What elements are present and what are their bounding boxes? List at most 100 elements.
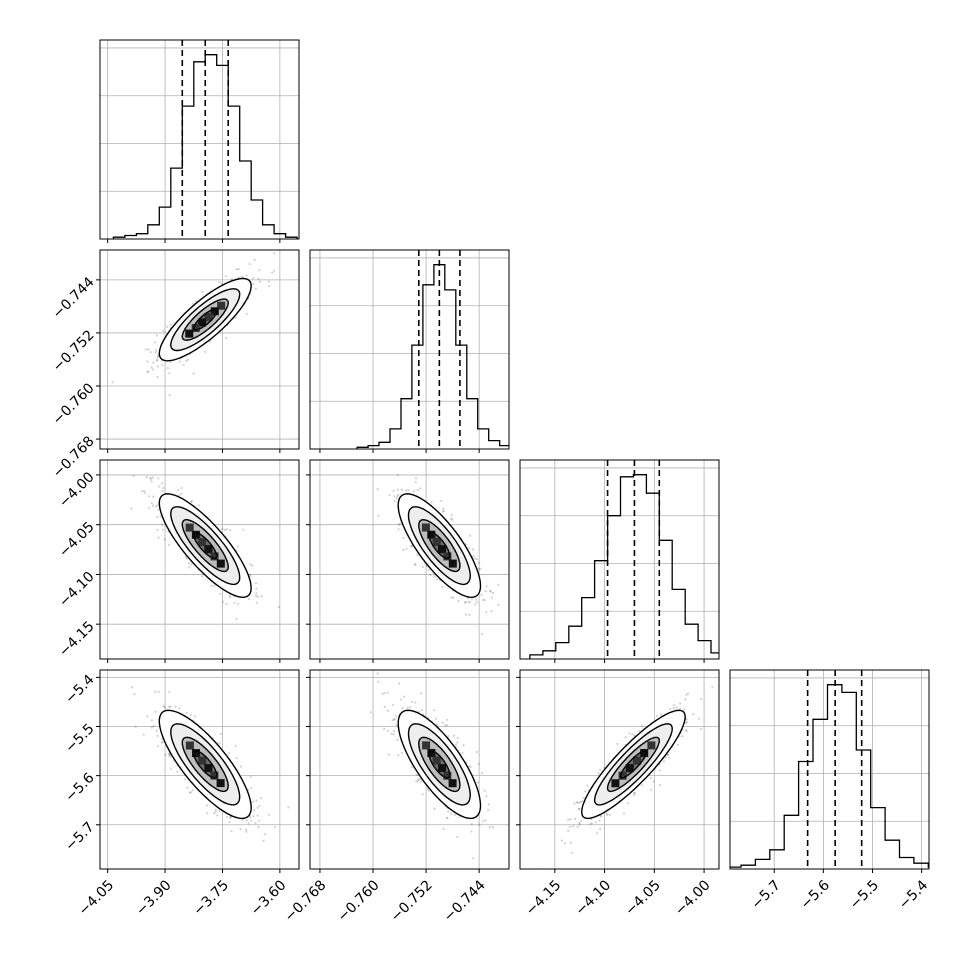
- scatter-point: [369, 711, 372, 714]
- scatter-point: [633, 792, 636, 795]
- scatter-point: [149, 476, 152, 479]
- scatter-point: [212, 812, 216, 815]
- scatter-point: [390, 732, 393, 735]
- scatter-point: [180, 486, 183, 490]
- scatter-point: [166, 325, 169, 328]
- scatter-point: [392, 489, 395, 492]
- scatter-point: [456, 736, 459, 739]
- scatter-point: [576, 825, 579, 829]
- scatter-point: [180, 492, 183, 495]
- scatter-point: [147, 506, 150, 509]
- scatter-point: [577, 807, 581, 811]
- scatter-point: [631, 733, 634, 736]
- scatter-point: [497, 603, 500, 607]
- panel-3-0: [96, 669, 300, 873]
- scatter-point: [166, 367, 169, 370]
- scatter-point: [381, 692, 384, 695]
- scatter-point: [254, 582, 258, 585]
- scatter-point: [484, 590, 487, 593]
- scatter-point: [386, 730, 389, 733]
- contour-line: [428, 531, 451, 560]
- scatter-point: [245, 828, 248, 832]
- scatter-point: [395, 724, 398, 727]
- scatter-point: [130, 686, 133, 689]
- scatter-point: [237, 602, 240, 605]
- scatter-point: [158, 485, 161, 488]
- scatter-point: [445, 816, 448, 819]
- scatter-point: [442, 507, 445, 510]
- scatter-point: [445, 718, 449, 721]
- scatter-point: [456, 835, 459, 839]
- scatter-point: [477, 763, 480, 766]
- scatter-point: [584, 790, 587, 793]
- scatter-point: [413, 562, 417, 566]
- scatter-point: [205, 804, 209, 807]
- scatter-point: [638, 729, 641, 733]
- scatter-point: [169, 323, 172, 326]
- scatter-point: [253, 258, 256, 261]
- x-tick-label: −0.744: [441, 877, 489, 925]
- scatter-point: [392, 729, 395, 733]
- scatter-point: [480, 593, 483, 597]
- scatter-point: [235, 617, 238, 621]
- y-tick-label: −5.4: [62, 672, 97, 707]
- scatter-point: [164, 753, 167, 757]
- scatter-point: [142, 733, 145, 736]
- scatter-point: [156, 516, 159, 519]
- density-cell: [427, 749, 436, 757]
- y-tick-label: −5.5: [62, 721, 97, 756]
- scatter-point: [475, 557, 478, 561]
- scatter-point: [220, 732, 223, 736]
- x-tick-label: −5.6: [798, 877, 833, 912]
- scatter-point: [406, 706, 409, 709]
- scatter-point: [685, 721, 688, 725]
- density-cell: [216, 779, 225, 788]
- scatter-point: [188, 566, 191, 569]
- scatter-point: [130, 507, 133, 510]
- scatter-point: [483, 598, 486, 602]
- scatter-point: [277, 606, 280, 609]
- scatter-point: [669, 707, 672, 710]
- scatter-point: [658, 784, 662, 787]
- y-tick-label: −4.05: [56, 519, 98, 561]
- scatter-point: [570, 851, 573, 854]
- scatter-point: [461, 751, 464, 755]
- scatter-point: [699, 728, 702, 731]
- scatter-point: [416, 773, 419, 777]
- scatter-point: [239, 828, 242, 831]
- scatter-point: [393, 718, 396, 721]
- scatter-point: [386, 691, 389, 694]
- scatter-point: [483, 789, 486, 793]
- scatter-point: [685, 718, 688, 721]
- scatter-point: [416, 488, 419, 492]
- scatter-point: [426, 787, 429, 790]
- scatter-point: [402, 548, 405, 552]
- scatter-point: [143, 491, 146, 494]
- density-cell: [422, 741, 431, 750]
- scatter-point: [659, 769, 662, 772]
- scatter-point: [395, 714, 398, 718]
- panel-frame: [309, 459, 510, 660]
- scatter-point: [190, 500, 193, 504]
- scatter-point: [574, 817, 577, 821]
- scatter-point: [441, 510, 444, 513]
- scatter-point: [598, 819, 601, 822]
- scatter-point: [267, 813, 270, 816]
- scatter-point: [685, 693, 688, 697]
- scatter-point: [251, 564, 254, 567]
- scatter-point: [456, 741, 459, 744]
- scatter-point: [633, 734, 636, 737]
- scatter-point: [492, 591, 495, 595]
- density-cell: [185, 523, 194, 532]
- scatter-point: [236, 545, 239, 548]
- scatter-point: [450, 517, 453, 520]
- scatter-point: [242, 528, 245, 531]
- scatter-point: [250, 787, 253, 790]
- x-tick-label: −4.05: [622, 877, 664, 919]
- panel-frame: [519, 459, 720, 660]
- scatter-point: [397, 493, 400, 496]
- scatter-point: [168, 754, 171, 757]
- scatter-point: [605, 812, 608, 815]
- scatter-point: [684, 698, 687, 701]
- panel-frame: [309, 669, 510, 870]
